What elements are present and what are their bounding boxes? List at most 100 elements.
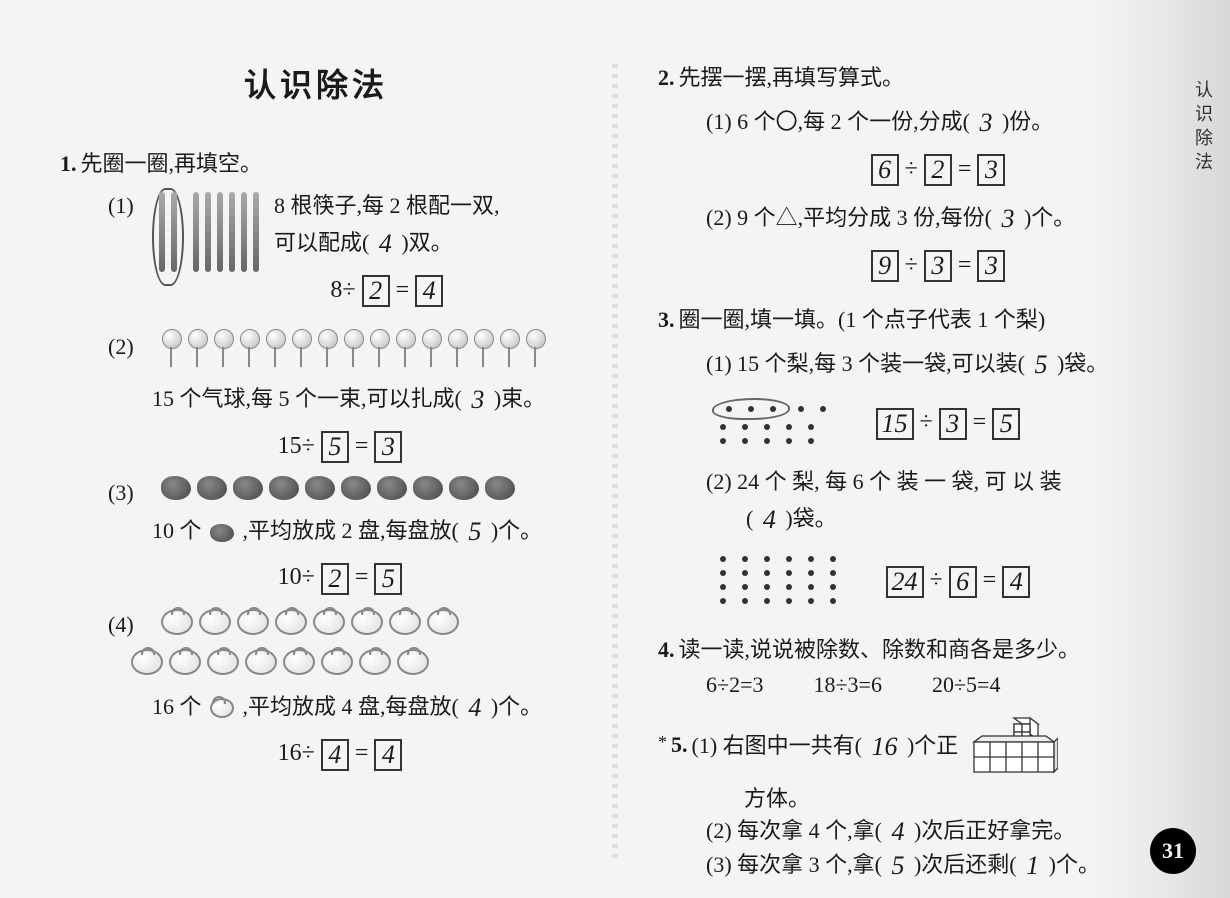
q1p2-eq-left: 15÷ (278, 433, 315, 459)
q1p1-textb: 可以配成( (274, 230, 369, 255)
q1p1-eq-left: 8÷ (330, 277, 355, 303)
q5p1-c: 方体。 (744, 786, 810, 811)
q1p2-textend: )束。 (494, 386, 545, 411)
q1p4-label: (4) (108, 607, 152, 642)
q1p1-ans: 4 (375, 223, 396, 265)
q3p2-b2: 6 (949, 566, 977, 598)
q1-sub4: (4) 16 个 ,平均放成 4 盘,每盘放( 4 )个。 16÷ 4 = 4 (108, 607, 572, 773)
q3p1-b3: 5 (992, 408, 1020, 440)
q1p1-label: (1) (108, 188, 152, 223)
q3p2-b1: 24 (886, 566, 924, 598)
q1p4-box1: 4 (321, 739, 349, 771)
problem-1: 1. 先圈一圈,再填空。 (1) 8 根筷子,每 2 根配一双, 可以配成( 4… (60, 146, 572, 773)
q1-sub3: (3) 10 个 ,平均放成 2 盘,每盘放( 5 )个。 10÷ 2 = 5 (108, 475, 572, 596)
q2-sub1: (1) 6 个〇,每 2 个一份,分成( 3 )份。 6 ÷ 2 = 3 (706, 102, 1170, 188)
q1p3-ans: 5 (464, 511, 485, 553)
q1-sub1: (1) 8 根筷子,每 2 根配一双, 可以配成( 4 )双。 8÷ 2 = (108, 188, 572, 319)
fruits-icon (108, 617, 462, 682)
q4-e3: 20÷5=4 (932, 672, 1000, 698)
q2p1-op1: ÷ (905, 156, 918, 182)
q1p4-texta: 16 个 (152, 694, 202, 719)
q3p1-textb: )袋。 (1057, 351, 1108, 376)
q1p2-eq-mid: = (355, 433, 369, 459)
q3p1-ans: 5 (1030, 344, 1051, 386)
q3p2-op2: = (983, 567, 997, 593)
q3p2-texta: (2) 24 个 梨, 每 6 个 装 一 袋, 可 以 装 (706, 469, 1062, 494)
q5p3-c: )个。 (1049, 852, 1100, 877)
q3p2-textc: )袋。 (785, 506, 836, 531)
q3-sub2: (2) 24 个 梨, 每 6 个 装 一 袋, 可 以 装 ( 4 )袋。 2… (706, 464, 1170, 615)
q1p1-texta: 8 根筷子,每 2 根配一双, (274, 188, 500, 223)
q3-sub1: (1) 15 个梨,每 3 个装一袋,可以装( 5 )袋。 15 ÷ 3 = 5 (706, 344, 1170, 454)
berries-icon (158, 480, 518, 505)
right-column: 2. 先摆一摆,再填写算式。 (1) 6 个〇,每 2 个一份,分成( 3 )份… (618, 60, 1190, 858)
q5p2-b: )次后正好拿完。 (914, 818, 1075, 843)
q2p1-texta: (1) 6 个〇,每 2 个一份,分成( (706, 109, 970, 134)
q2-head: 先摆一摆,再填写算式。 (679, 65, 905, 90)
q2p2-b1: 9 (871, 250, 899, 282)
q2p2-b2: 3 (924, 250, 952, 282)
q5p3-a: (3) 每次拿 3 个,拿( (706, 852, 882, 877)
q2p2-op2: = (958, 252, 972, 278)
q1p4-textb: ,平均放成 4 盘,每盘放( (243, 694, 459, 719)
q1p4-eq-left: 16÷ (278, 740, 315, 766)
q4-e1: 6÷2=3 (706, 672, 763, 698)
q3p2-ans: 4 (759, 499, 780, 541)
q1p3-box1: 2 (321, 563, 349, 595)
q1p3-eq-mid: = (355, 564, 369, 590)
problem-3: 3. 圈一圈,填一填。(1 个点子代表 1 个梨) (1) 15 个梨,每 3 … (658, 302, 1170, 614)
q1-head: 先圈一圈,再填空。 (81, 151, 263, 176)
side-tab: 认识除法 (1190, 80, 1216, 176)
chopsticks-icon (152, 188, 262, 286)
page-number: 31 (1150, 828, 1196, 874)
q1p1-box2: 4 (415, 275, 443, 307)
q2-sub2: (2) 9 个△,平均分成 3 份,每份( 3 )个。 9 ÷ 3 = 3 (706, 198, 1170, 284)
q1p1-eq-mid: = (396, 277, 410, 303)
q3p2-op1: ÷ (930, 567, 943, 593)
q2p1-b3: 3 (977, 154, 1005, 186)
q2p2-textb: )个。 (1024, 205, 1075, 230)
q2p2-op1: ÷ (905, 252, 918, 278)
q5-num: 5. (671, 733, 688, 758)
q4-e2: 18÷3=6 (813, 672, 881, 698)
q2-num: 2. (658, 65, 675, 90)
q1p2-ans: 3 (467, 379, 488, 421)
page-title: 认识除法 (60, 60, 572, 106)
q1p4-textc: )个。 (491, 694, 542, 719)
q5p3-ans1: 5 (887, 851, 908, 881)
q1-sub2: (2) 15 个气球,每 5 个一束,可以扎成( 3 )束。 15÷ 5 = 3 (108, 329, 572, 465)
q3p2-textb: ( (746, 506, 753, 531)
q2p1-ans: 3 (975, 102, 996, 144)
q2p2-texta: (2) 9 个△,平均分成 3 份,每份( (706, 205, 992, 230)
q5p3-b: )次后还剩( (914, 852, 1017, 877)
q1p2-box1: 5 (321, 431, 349, 463)
q1p1-box1: 2 (362, 275, 390, 307)
q2p1-b2: 2 (924, 154, 952, 186)
q2p1-b1: 6 (871, 154, 899, 186)
q1p3-texta: 10 个 (152, 518, 202, 543)
problem-2: 2. 先摆一摆,再填写算式。 (1) 6 个〇,每 2 个一份,分成( 3 )份… (658, 60, 1170, 284)
q5p1-a: (1) 右图中一共有( (692, 733, 862, 758)
q1p4-ans: 4 (464, 687, 485, 729)
q1p3-label: (3) (108, 475, 152, 510)
worksheet-page: 认识除法 1. 先圈一圈,再填空。 (1) 8 根筷子,每 2 根配一双, 可以… (0, 0, 1230, 898)
q3p2-b3: 4 (1002, 566, 1030, 598)
berry-inline-icon (210, 524, 234, 542)
q3p1-b2: 3 (939, 408, 967, 440)
q5p1-ans: 16 (867, 732, 901, 762)
q1p1-textc: )双。 (401, 230, 452, 255)
q3-head: 圈一圈,填一填。(1 个点子代表 1 个梨) (679, 307, 1046, 332)
q1p4-box2: 4 (374, 739, 402, 771)
q2p1-textb: )份。 (1002, 109, 1053, 134)
q3p1-op1: ÷ (920, 409, 933, 435)
q5p1-b: )个正 (907, 733, 958, 758)
cubes-icon (972, 716, 1058, 781)
q3p1-op2: = (973, 409, 987, 435)
q1p3-textc: )个。 (491, 518, 542, 543)
q3p1-b1: 15 (876, 408, 914, 440)
q5p2-ans: 4 (887, 817, 908, 847)
dots-24-icon (706, 546, 850, 614)
balloons-icon (158, 349, 548, 374)
q3p1-texta: (1) 15 个梨,每 3 个装一袋,可以装( (706, 351, 1025, 376)
q5p2-a: (2) 每次拿 4 个,拿( (706, 818, 882, 843)
